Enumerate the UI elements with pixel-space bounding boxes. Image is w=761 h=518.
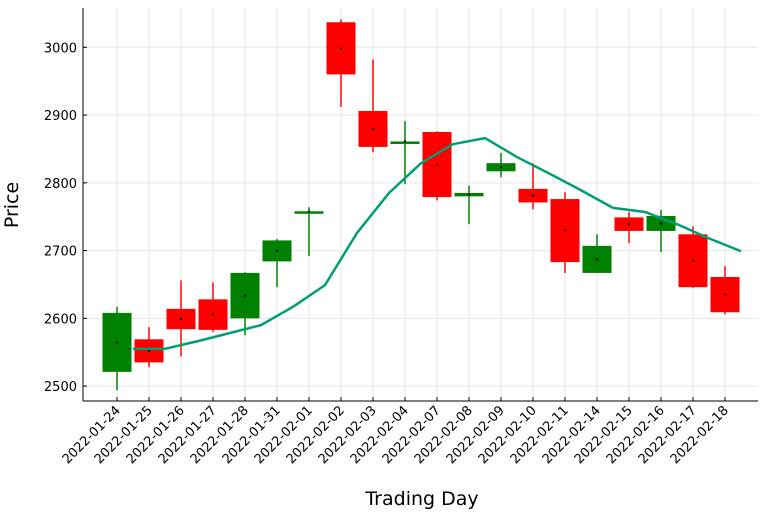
y-tick-labels: 2500 2600 2700 2800 2900 3000	[44, 41, 77, 395]
candle-midpoint	[627, 222, 631, 226]
candle-up	[454, 185, 484, 225]
candle-midpoint	[563, 229, 567, 232]
candle-midpoint	[275, 249, 279, 253]
candle-midpoint	[307, 210, 311, 213]
x-axis-label: Trading Day	[364, 488, 478, 510]
candle-up	[102, 306, 132, 391]
candle-down	[166, 280, 196, 357]
candle-midpoint	[371, 127, 375, 131]
candles	[102, 19, 740, 391]
y-tick-label: 2800	[44, 177, 77, 192]
x-tick-labels: 2022-01-242022-01-252022-01-262022-01-27…	[60, 403, 732, 467]
candle-down	[358, 59, 388, 153]
candle-down	[710, 266, 740, 315]
candle-up	[390, 121, 420, 185]
candle-midpoint	[211, 313, 215, 316]
moving-average	[133, 136, 742, 351]
candle-midpoint	[467, 193, 471, 196]
candle-midpoint	[339, 47, 343, 50]
candle-midpoint	[179, 317, 183, 321]
candle-up	[294, 207, 324, 256]
candle-midpoint	[691, 259, 695, 262]
candle-midpoint	[243, 294, 247, 297]
candle-up	[646, 209, 676, 252]
candle-up	[582, 234, 612, 273]
candle-down	[134, 327, 164, 368]
candle-up	[262, 239, 292, 288]
candle-down	[614, 211, 644, 244]
axes	[82, 8, 758, 402]
candle-down	[422, 131, 452, 201]
candle-midpoint	[531, 194, 535, 197]
y-tick-label: 2500	[44, 380, 77, 395]
candle-midpoint	[435, 163, 439, 166]
candle-up	[230, 272, 260, 336]
y-tick-label: 2900	[44, 109, 77, 124]
candle-up	[486, 153, 516, 178]
candle-down	[518, 163, 548, 210]
candle-midpoint	[659, 222, 663, 225]
y-tick-label: 2700	[44, 245, 77, 260]
candle-midpoint	[147, 349, 151, 353]
y-tick-label: 2600	[44, 312, 77, 327]
y-tick-label: 3000	[44, 41, 77, 56]
candle-body	[390, 141, 420, 144]
candle-down	[678, 226, 708, 288]
candle-midpoint	[723, 293, 727, 296]
y-axis-label: Price	[1, 182, 23, 228]
candle-down	[326, 19, 356, 107]
grid	[83, 8, 758, 401]
moving-average-line	[133, 136, 742, 351]
candle-midpoint	[595, 258, 599, 261]
candle-down	[550, 192, 580, 273]
candle-midpoint	[115, 341, 119, 344]
candle-down	[198, 282, 228, 332]
candle-midpoint	[403, 140, 407, 143]
candle-midpoint	[499, 166, 503, 169]
